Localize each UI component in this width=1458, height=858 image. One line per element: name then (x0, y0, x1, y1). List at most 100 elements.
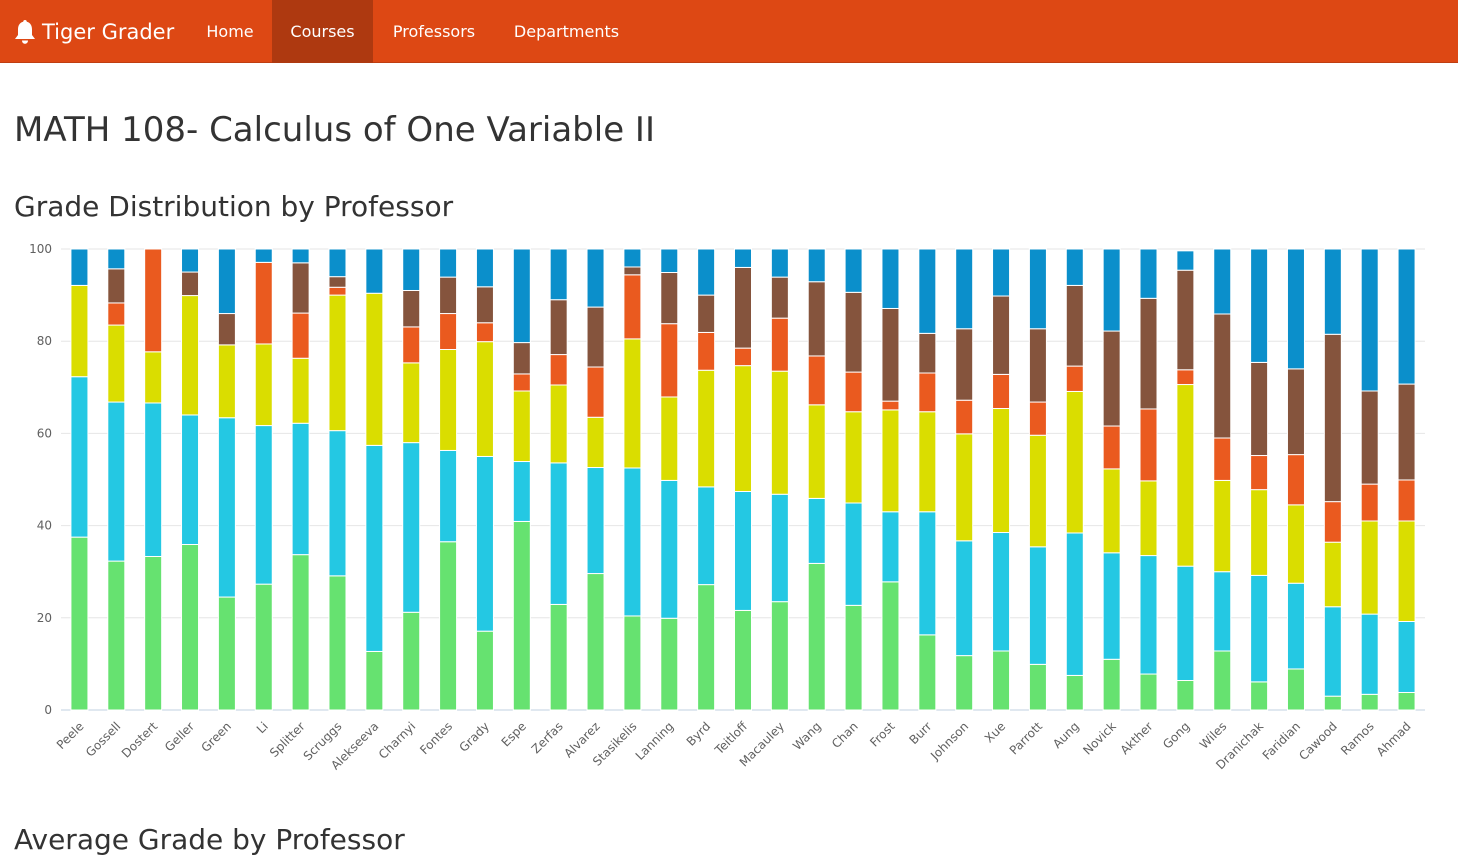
bar-segment[interactable] (734, 609, 752, 711)
bar-segment[interactable] (1323, 501, 1342, 543)
bar-segment[interactable] (660, 396, 679, 481)
bar-segment[interactable] (107, 401, 126, 562)
bar-segment[interactable] (549, 354, 568, 386)
bar-segment[interactable] (70, 536, 89, 711)
bar-segment[interactable] (660, 272, 679, 325)
bar-segment[interactable] (586, 416, 605, 469)
bar-segment[interactable] (1176, 565, 1195, 681)
bar-segment[interactable] (697, 486, 716, 586)
bar-segment[interactable] (1028, 401, 1047, 436)
bar-segment[interactable] (1250, 489, 1269, 576)
bar-segment[interactable] (586, 248, 605, 308)
bar-segment[interactable] (1250, 248, 1269, 363)
bar-segment[interactable] (475, 455, 494, 632)
bar-segment[interactable] (439, 276, 458, 315)
bar-segment[interactable] (918, 332, 937, 374)
nav-departments[interactable]: Departments (513, 22, 620, 41)
bar-segment[interactable] (586, 366, 605, 418)
bar-segment[interactable] (512, 520, 531, 711)
bar-segment[interactable] (1213, 571, 1232, 652)
bar-segment[interactable] (1360, 613, 1379, 695)
bar-segment[interactable] (992, 295, 1011, 375)
bar-segment[interactable] (770, 601, 789, 711)
bar-segment[interactable] (844, 502, 863, 606)
bar-segment[interactable] (402, 611, 421, 711)
bar-segment[interactable] (660, 323, 679, 398)
bar-segment[interactable] (1028, 434, 1047, 548)
bar-segment[interactable] (107, 268, 126, 304)
bar-segment[interactable] (439, 348, 458, 451)
bar-segment[interactable] (181, 295, 200, 416)
bar-segment[interactable] (918, 372, 937, 413)
bar-segment[interactable] (1397, 479, 1416, 522)
bar-segment[interactable] (955, 399, 974, 435)
bar-segment[interactable] (512, 248, 531, 344)
bar-segment[interactable] (955, 540, 974, 657)
bar-segment[interactable] (291, 357, 310, 424)
bar-segment[interactable] (254, 248, 273, 263)
bar-segment[interactable] (881, 409, 900, 513)
bar-segment[interactable] (70, 284, 89, 378)
nav-professors[interactable]: Professors (392, 22, 476, 41)
bar-segment[interactable] (623, 266, 642, 276)
bar-segment[interactable] (328, 248, 347, 278)
bar-segment[interactable] (1139, 673, 1158, 711)
bar-segment[interactable] (1065, 390, 1084, 534)
bar-segment[interactable] (1397, 383, 1416, 481)
bar-segment[interactable] (549, 603, 568, 711)
bar-segment[interactable] (365, 650, 384, 711)
bar-segment[interactable] (1065, 365, 1084, 392)
bar-segment[interactable] (770, 370, 789, 495)
bar-segment[interactable] (1065, 532, 1084, 676)
bar-segment[interactable] (697, 584, 716, 711)
bar-segment[interactable] (217, 248, 236, 315)
bar-segment[interactable] (1213, 437, 1232, 481)
bar-segment[interactable] (1323, 248, 1342, 335)
bar-segment[interactable] (881, 511, 900, 583)
bar-segment[interactable] (1360, 483, 1379, 522)
bar-segment[interactable] (181, 544, 200, 711)
bar-segment[interactable] (402, 289, 421, 328)
bar-segment[interactable] (70, 248, 89, 286)
bar-segment[interactable] (697, 294, 716, 333)
bar-segment[interactable] (365, 444, 384, 652)
bar-segment[interactable] (1213, 650, 1232, 711)
bar-segment[interactable] (291, 554, 310, 711)
bar-segment[interactable] (697, 331, 716, 371)
bar-segment[interactable] (328, 286, 347, 296)
bar-segment[interactable] (918, 248, 937, 334)
bar-segment[interactable] (328, 294, 347, 432)
bar-segment[interactable] (439, 449, 458, 543)
bar-segment[interactable] (181, 271, 200, 297)
bar-segment[interactable] (512, 342, 531, 375)
bar-segment[interactable] (107, 324, 126, 403)
bar-segment[interactable] (1250, 574, 1269, 683)
bar-segment[interactable] (734, 490, 752, 611)
bar-segment[interactable] (1176, 269, 1195, 371)
bar-segment[interactable] (770, 248, 789, 278)
bar-segment[interactable] (475, 630, 494, 711)
bar-segment[interactable] (660, 479, 679, 619)
bar-segment[interactable] (1250, 455, 1269, 491)
bar-segment[interactable] (1213, 313, 1232, 439)
bar-segment[interactable] (1065, 674, 1084, 711)
bar-segment[interactable] (734, 266, 752, 349)
bar-segment[interactable] (881, 307, 900, 402)
bar-segment[interactable] (807, 355, 826, 406)
bar-segment[interactable] (475, 248, 494, 288)
bar-segment[interactable] (734, 248, 752, 268)
bar-segment[interactable] (1102, 658, 1121, 711)
bar-segment[interactable] (1360, 693, 1379, 711)
bar-segment[interactable] (955, 328, 974, 401)
bar-segment[interactable] (1102, 330, 1121, 427)
bar-segment[interactable] (144, 555, 163, 711)
bar-segment[interactable] (1360, 520, 1379, 615)
bar-segment[interactable] (1286, 454, 1305, 506)
bar-segment[interactable] (475, 341, 494, 457)
bar-segment[interactable] (1102, 425, 1121, 470)
bar-segment[interactable] (475, 322, 494, 343)
bar-segment[interactable] (549, 462, 568, 605)
bar-segment[interactable] (181, 414, 200, 546)
bar-segment[interactable] (144, 351, 163, 404)
bar-segment[interactable] (107, 560, 126, 711)
